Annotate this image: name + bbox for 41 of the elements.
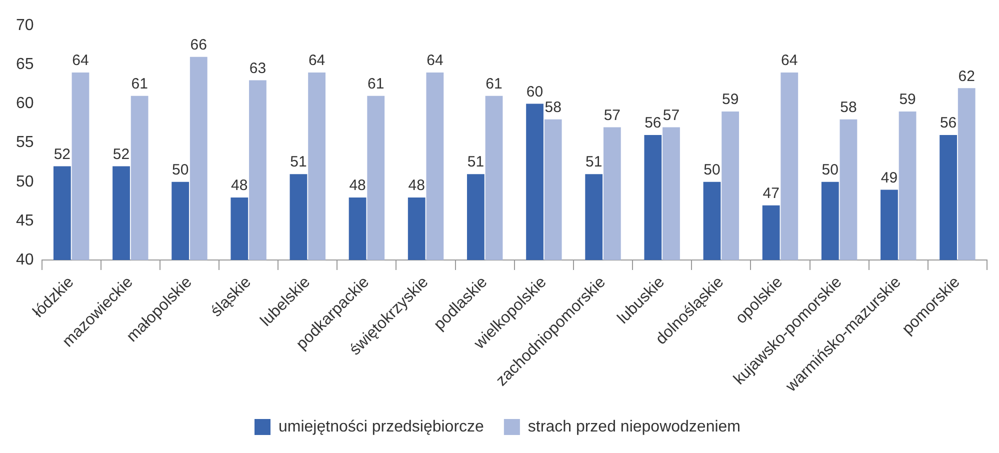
data-label: 64 (426, 52, 444, 70)
y-tick-label: 45 (16, 212, 34, 230)
data-label: 61 (368, 76, 384, 93)
data-label: 52 (54, 146, 71, 163)
data-label: 50 (704, 162, 720, 179)
data-label: 50 (172, 162, 189, 179)
y-tick-label: 70 (16, 17, 34, 34)
data-label: 64 (72, 52, 89, 70)
y-tick-label: 55 (16, 134, 34, 152)
data-label: 64 (781, 52, 798, 70)
data-label: 56 (644, 114, 662, 132)
data-label: 56 (940, 114, 957, 132)
y-tick-label: 50 (16, 173, 34, 190)
data-label: 51 (290, 154, 307, 171)
data-label: 48 (349, 177, 366, 194)
data-label: 57 (662, 106, 680, 124)
y-tick-label: 65 (16, 56, 34, 74)
data-label: 57 (604, 106, 621, 124)
data-label: 58 (840, 99, 857, 116)
data-label: 59 (722, 91, 739, 108)
data-label: 52 (112, 146, 130, 163)
data-label: 47 (762, 184, 780, 202)
y-tick-label: 40 (16, 251, 34, 268)
legend-label: strach przed niepowodzeniem (528, 418, 740, 436)
data-label: 59 (899, 91, 916, 108)
data-label: 60 (526, 83, 544, 100)
data-label: 49 (880, 169, 898, 186)
data-label: 66 (190, 36, 207, 54)
data-label: 48 (231, 177, 248, 194)
data-label: 63 (249, 60, 266, 77)
data-label: 64 (308, 52, 326, 70)
data-label: 50 (822, 162, 838, 179)
data-label: 58 (544, 99, 562, 116)
data-label: 51 (586, 154, 602, 171)
data-label: 48 (408, 177, 425, 194)
data-label: 62 (958, 68, 975, 85)
data-label: 51 (467, 154, 484, 171)
legend-label: umiejętności przedsiębiorcze (278, 418, 484, 436)
y-tick-label: 60 (16, 95, 34, 112)
data-label: 61 (486, 76, 502, 93)
data-label: 61 (131, 76, 148, 93)
